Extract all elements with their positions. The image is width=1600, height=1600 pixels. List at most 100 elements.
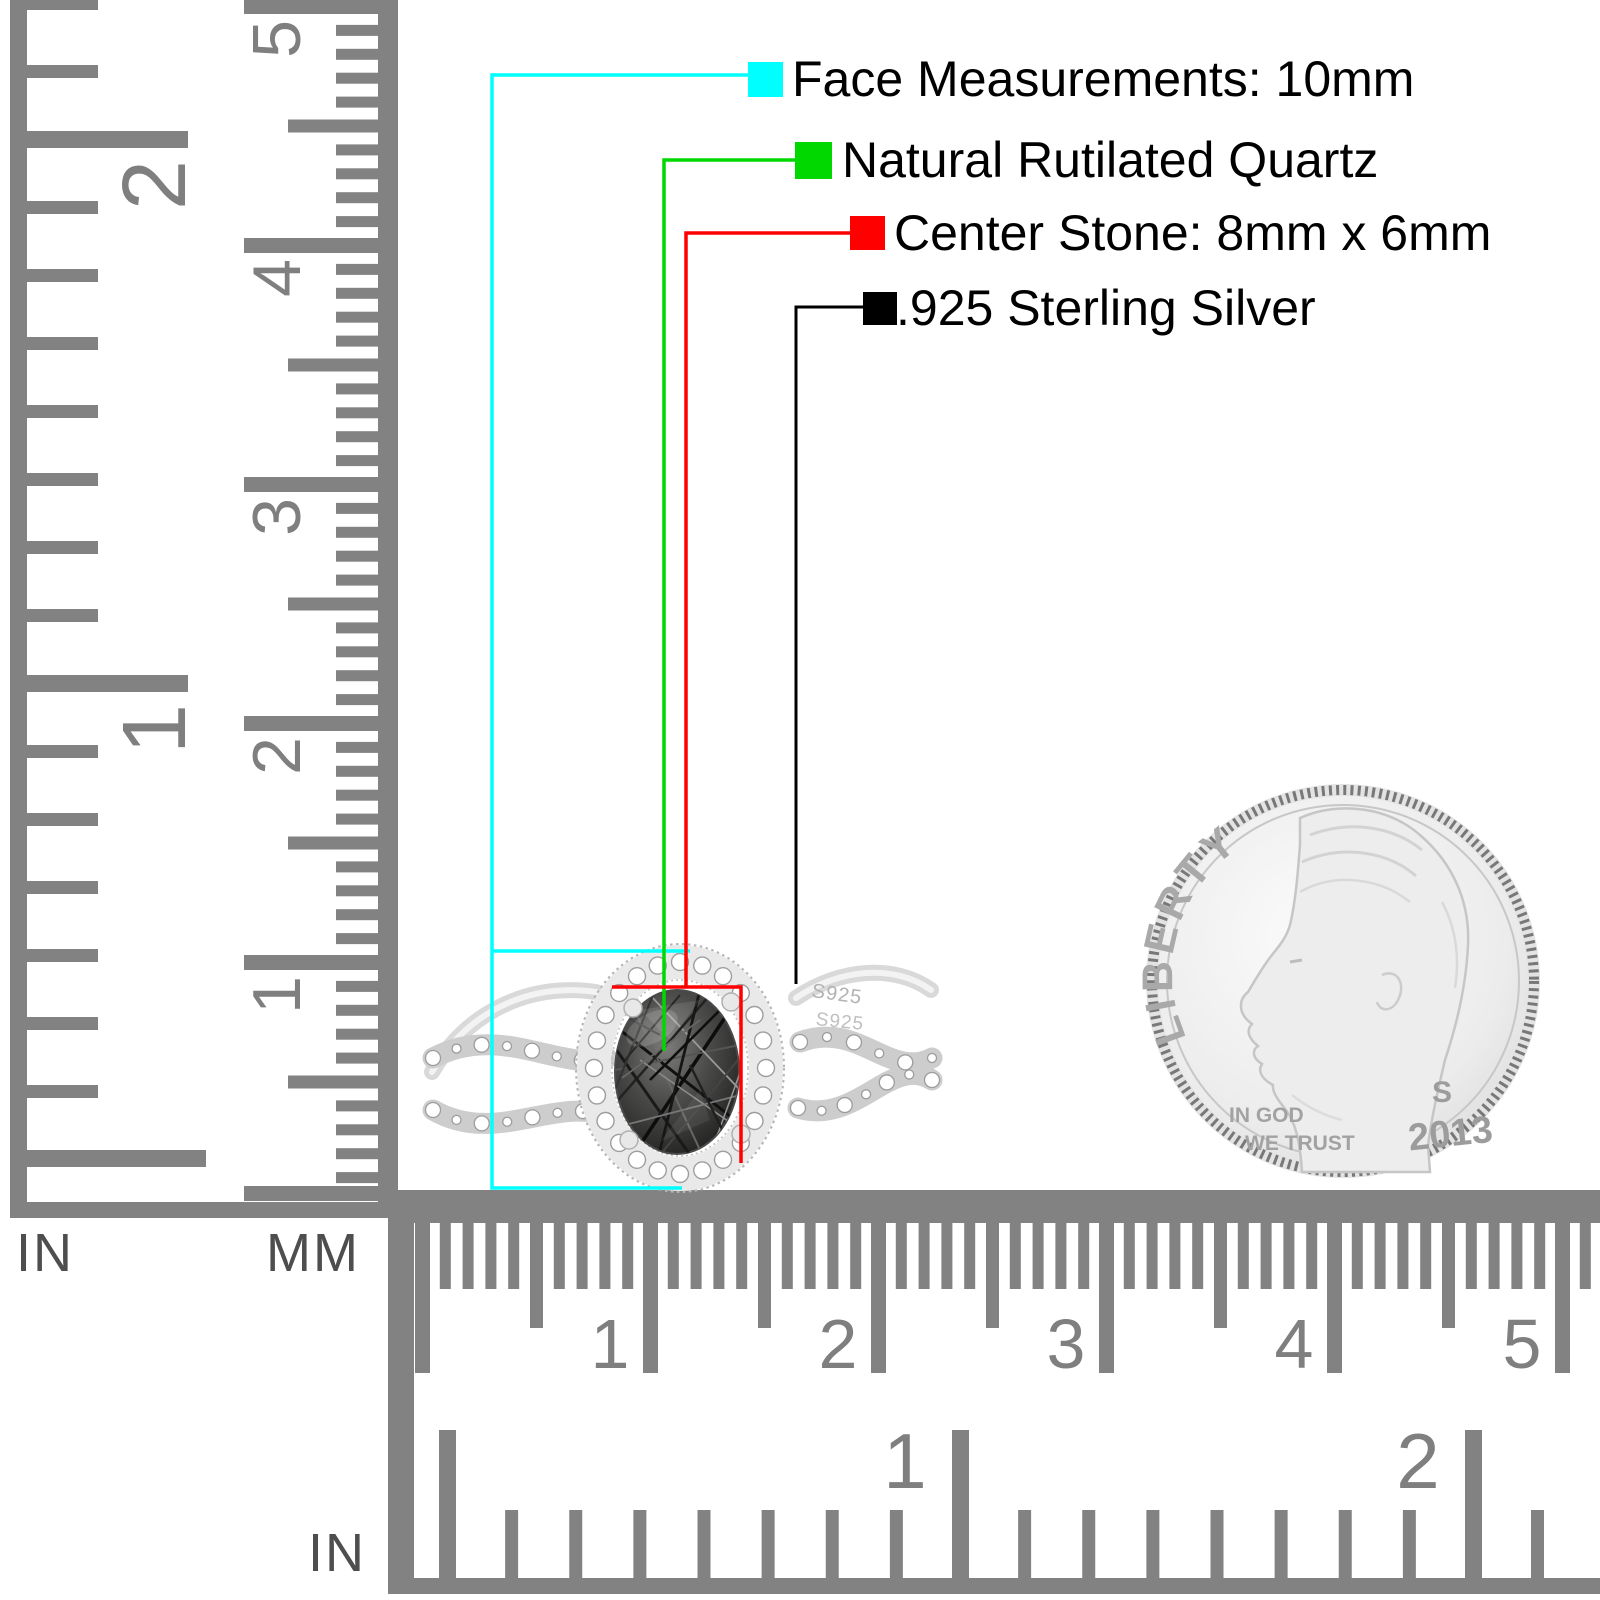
ruler-tick: [1082, 1510, 1096, 1578]
halo-stone: [648, 1161, 667, 1180]
ruler-tick: [599, 1223, 611, 1289]
ruler-tick: [827, 1223, 839, 1289]
ruler-tick: [288, 836, 398, 850]
ruler-tick: [918, 1223, 930, 1289]
pave-stone: [424, 1049, 442, 1067]
ruler-tick: [758, 1223, 771, 1328]
ruler-tick: [1442, 1223, 1455, 1328]
ruler-tick: [736, 1223, 748, 1289]
ruler-tick: [1237, 1223, 1249, 1289]
ruler-tick: [804, 1223, 816, 1289]
halo-stone: [693, 1161, 712, 1180]
ruler-tick: [1099, 1223, 1114, 1373]
halo-stone: [756, 1058, 776, 1078]
pave-stone: [524, 1109, 541, 1126]
ruler-tick: [952, 1430, 969, 1578]
ruler-tick: [336, 550, 398, 562]
annotation-metal: .925 Sterling Silver: [896, 280, 1316, 336]
ruler-tick: [1306, 1223, 1318, 1289]
ruler-tick: [761, 1510, 775, 1578]
ruler-tick: [336, 980, 398, 992]
halo-stone: [753, 1031, 773, 1050]
ruler-tick: [336, 933, 398, 945]
center-stone-swatch: [850, 216, 885, 250]
ruler-tick: [1274, 1510, 1288, 1578]
ruler-tick: [244, 1186, 398, 1201]
ruler-tick: [530, 1223, 543, 1328]
ruler-tick: [1283, 1223, 1295, 1289]
ruler-tick: [336, 24, 398, 36]
ruler-tick: [10, 0, 27, 1218]
pave-stone: [874, 1048, 885, 1059]
horizontal-ruler-inch-unit-label: IN: [308, 1523, 366, 1583]
ruler-tick: [1351, 1223, 1363, 1289]
ruler-tick: [336, 335, 398, 347]
ruler-tick: [1579, 1223, 1591, 1289]
stone-type-swatch: [795, 142, 832, 179]
ruler-tick: [1009, 1223, 1021, 1289]
ruler-tick: [26, 813, 98, 826]
ruler-tick: [439, 1430, 456, 1578]
halo-stone: [609, 983, 629, 1003]
ruler-tick: [336, 168, 398, 180]
ruler-tick: [697, 1510, 711, 1578]
ruler-tick: [1420, 1223, 1432, 1289]
halo-stone: [745, 1111, 764, 1131]
ruler-tick: [1488, 1223, 1500, 1289]
face-measurement-lines: [490, 73, 748, 1190]
pave-stone: [897, 1054, 914, 1071]
ruler-tick: [439, 1223, 451, 1289]
ruler-tick: [336, 216, 398, 228]
ruler-tick: [1534, 1223, 1546, 1289]
roosevelt-portrait: [1239, 807, 1470, 1174]
pave-stone: [845, 1034, 863, 1051]
ruler-number: 2: [239, 737, 315, 775]
ruler-tick: [336, 192, 398, 204]
ruler-tick: [462, 1223, 474, 1289]
pave-stone: [923, 1071, 941, 1089]
rutile-needle: [624, 1094, 739, 1126]
rutile-needle: [621, 1019, 701, 1079]
ruler-tick: [26, 201, 98, 214]
ruler-tick: [1338, 1510, 1352, 1578]
ruler-tick: [244, 955, 398, 970]
ruler-tick: [941, 1223, 953, 1289]
ruler-tick: [1260, 1223, 1272, 1289]
ruler-tick: [244, 477, 398, 492]
ruler-tick: [26, 405, 98, 418]
horizontal-ruler: 1 2 3 4 51 2: [388, 1190, 1600, 1594]
ruler-number: 1: [105, 704, 205, 754]
ruler-tick: [26, 609, 98, 622]
center-stone-lines: [612, 231, 850, 1163]
pave-stone: [816, 1105, 827, 1116]
vertical-ruler-mm-unit-label: MM: [266, 1223, 360, 1283]
ruler-tick: [986, 1223, 999, 1328]
ruler-tick: [336, 407, 398, 419]
ruler-tick: [1511, 1223, 1523, 1289]
ruler-tick: [336, 311, 398, 323]
ruler-tick: [1055, 1223, 1067, 1289]
ruler-tick: [336, 96, 398, 108]
ruler-tick: [569, 1510, 583, 1578]
ruler-tick: [1374, 1223, 1386, 1289]
ruler-tick: [336, 72, 398, 84]
coin-mint-mark: S: [1432, 1076, 1452, 1109]
ruler-number: 5: [239, 20, 315, 58]
ruler-tick: [1146, 1223, 1158, 1289]
coin-motto-line2: WE TRUST: [1245, 1132, 1355, 1155]
face-measurements-swatch: [748, 62, 783, 97]
coin-reeding: [1147, 785, 1539, 1177]
halo-stone: [584, 1058, 604, 1078]
ruler-tick: [889, 1510, 903, 1578]
pave-stone: [473, 1036, 490, 1053]
ruler-number: 3: [239, 498, 315, 536]
ruler-tick: [505, 1510, 519, 1578]
ruler-tick: [288, 358, 398, 372]
pave-stone: [551, 1051, 562, 1062]
ruler-tick: [781, 1223, 793, 1289]
ruler-tick: [336, 789, 398, 801]
ruler-tick: [26, 269, 98, 282]
ruler-number: 4: [1275, 1305, 1314, 1383]
ruler-tick: [288, 1075, 398, 1089]
